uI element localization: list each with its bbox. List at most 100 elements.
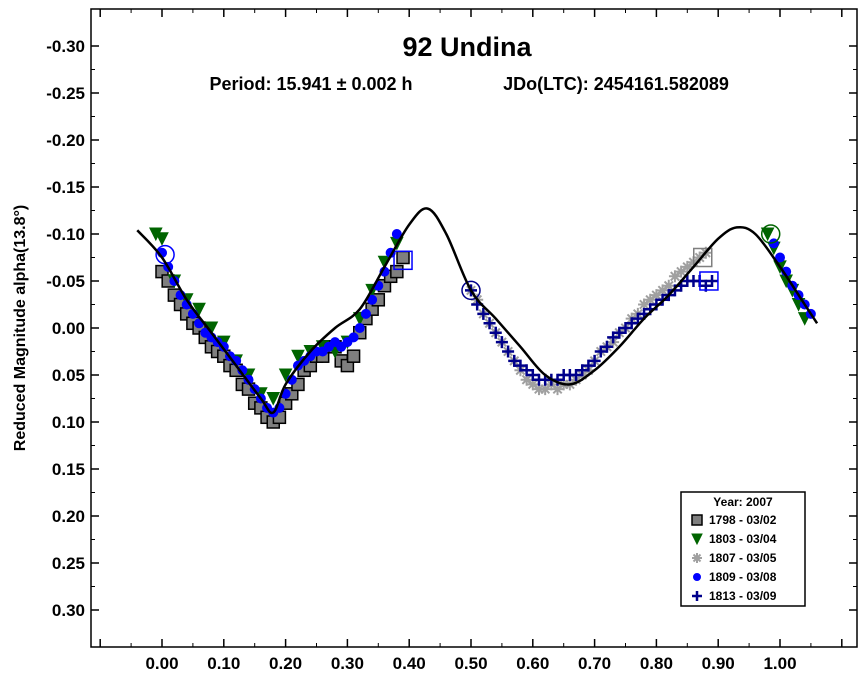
y-tick-label: 0.05 <box>52 366 85 385</box>
epoch-label: JDo(LTC): 2454161.582089 <box>503 74 729 94</box>
y-tick-label: -0.10 <box>46 225 85 244</box>
data-point <box>582 359 595 372</box>
legend-entry-label: 1803 - 03/04 <box>709 532 777 546</box>
data-point <box>760 227 775 242</box>
chart-title: 92 Undina <box>402 32 532 62</box>
legend-marker <box>691 514 703 526</box>
y-axis-ticks: -0.30 -0.25 -0.20 -0.15 -0.10 -0.05 0.00 0.05 0.… <box>46 37 857 620</box>
data-point <box>675 265 688 278</box>
data-point <box>391 229 402 239</box>
data-point <box>508 354 521 367</box>
x-tick-label: 1.00 <box>763 654 796 673</box>
y-tick-label: 0.00 <box>52 319 85 338</box>
data-point <box>477 307 490 320</box>
data-point <box>650 289 663 302</box>
y-tick-label: 0.25 <box>52 554 85 573</box>
data-point <box>600 340 613 353</box>
series-1813 <box>465 275 719 386</box>
data-point <box>681 260 694 273</box>
legend: Year: 2007 1798 - 03/02 1803 - 03/04 1807 … <box>680 491 806 607</box>
x-tick-label: 0.50 <box>454 654 487 673</box>
y-axis-label: Reduced Magnitude alpha(13.8°) <box>12 205 29 451</box>
data-point <box>489 326 502 339</box>
annotation-marker <box>393 250 413 271</box>
data-point <box>278 368 293 383</box>
data-point <box>570 369 583 381</box>
y-tick-label: 0.10 <box>52 413 85 432</box>
legend-marker <box>693 573 701 581</box>
data-point <box>514 359 527 372</box>
data-point <box>706 275 719 287</box>
data-point <box>346 349 361 363</box>
data-point <box>625 317 638 330</box>
data-point <box>520 364 533 377</box>
legend-entry-label: 1798 - 03/02 <box>709 513 777 527</box>
x-tick-label: 0.80 <box>640 654 673 673</box>
y-tick-label: -0.25 <box>46 84 85 103</box>
y-tick-label: -0.15 <box>46 178 85 197</box>
data-point <box>775 252 785 263</box>
data-point <box>354 323 365 333</box>
data-point <box>495 336 508 349</box>
data-point <box>594 345 607 358</box>
x-tick-label: 0.90 <box>702 654 735 673</box>
data-point <box>192 302 206 317</box>
x-tick-label: 0.00 <box>145 654 178 673</box>
y-tick-label: 0.20 <box>52 507 85 526</box>
legend-box <box>680 491 806 607</box>
annotation-marker <box>693 247 713 268</box>
x-axis-ticks: 0.00 0.10 0.20 0.30 0.40 0.50 0.60 0.70 0.80 0.90… <box>99 9 843 673</box>
legend-title: Year: 2007 <box>713 495 773 509</box>
data-point <box>613 326 626 339</box>
data-point <box>291 349 305 364</box>
y-tick-label: 0.30 <box>52 601 85 620</box>
data-point <box>644 293 657 306</box>
data-point <box>619 322 632 334</box>
data-point <box>526 369 539 381</box>
data-point <box>502 345 515 358</box>
data-point <box>396 250 410 265</box>
annotation-marker <box>461 280 481 301</box>
data-point <box>662 279 675 292</box>
data-point <box>360 308 371 319</box>
data-point <box>526 378 539 391</box>
legend-entry-label: 1813 - 03/09 <box>709 589 777 603</box>
legend-entry-label: 1809 - 03/08 <box>709 570 777 584</box>
data-point <box>607 331 620 344</box>
period-label: Period: 15.941 ± 0.002 h <box>210 74 413 94</box>
legend-marker <box>692 591 702 601</box>
legend-marker <box>692 553 702 563</box>
data-point <box>588 354 601 367</box>
x-tick-label: 0.60 <box>516 654 549 673</box>
x-tick-label: 0.20 <box>269 654 302 673</box>
data-point <box>367 294 378 305</box>
legend-entry-label: 1807 - 03/05 <box>709 551 777 565</box>
data-point <box>155 232 169 246</box>
data-point <box>539 383 552 396</box>
data-point <box>348 332 359 343</box>
data-point <box>693 251 706 264</box>
data-point <box>266 392 281 406</box>
data-point <box>532 383 545 396</box>
y-tick-label: -0.20 <box>46 131 85 150</box>
legend-marker <box>691 533 703 546</box>
y-tick-label: -0.05 <box>46 272 85 291</box>
data-point <box>668 270 681 283</box>
x-tick-label: 0.70 <box>578 654 611 673</box>
data-point <box>576 364 589 377</box>
legend-entries: 1798 - 03/02 1803 - 03/04 1807 - 03/05 1809… <box>691 513 777 603</box>
data-point <box>551 383 564 396</box>
data-point <box>520 373 533 386</box>
x-tick-label: 0.40 <box>393 654 426 673</box>
fit-curve <box>136 207 819 415</box>
y-tick-label: 0.15 <box>52 460 85 479</box>
data-point <box>390 264 404 279</box>
x-tick-label: 0.10 <box>207 654 240 673</box>
data-point <box>631 312 644 325</box>
annotation-marker <box>699 271 719 291</box>
data-point <box>668 284 681 297</box>
y-tick-label: -0.30 <box>46 37 85 56</box>
annotation-marker <box>760 224 781 244</box>
data-point <box>638 298 651 311</box>
